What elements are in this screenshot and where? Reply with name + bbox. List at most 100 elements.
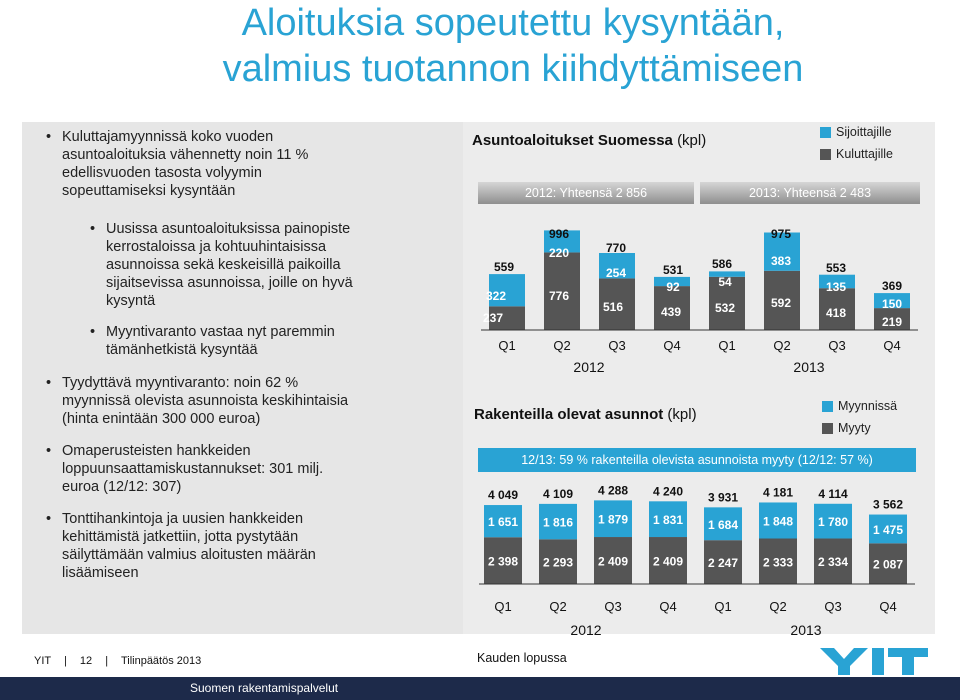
bar-kuluttajille (874, 308, 910, 330)
label-sijoittajille: 254 (606, 266, 626, 280)
tick-label: Q2 (773, 338, 790, 353)
label-kuluttajille: 776 (549, 289, 569, 303)
label-sijoittajille: 54 (718, 275, 732, 289)
bar-sijoittajille (654, 276, 690, 287)
chart1-title-main: Asuntoaloitukset Suomessa (472, 132, 673, 149)
legend-swatch-sijoittajille (820, 127, 831, 138)
year-label-2012: 2012 (573, 359, 604, 375)
legend-label-sijoittajille: Sijoittajille (836, 125, 892, 139)
label-total: 4 114 (818, 487, 848, 501)
legend-label-myynnissa: Myynnissä (838, 399, 898, 413)
bar-sijoittajille (544, 230, 580, 253)
bullet-line: (hinta enintään 300 000 euroa) (62, 411, 261, 427)
bar-myynnissa (484, 505, 522, 538)
bullet-line: asunnoissa sekä keskeisillä paikoilla (106, 257, 341, 273)
page-title: Aloituksia sopeutettu kysyntään, valmius… (98, 0, 928, 92)
label-kuluttajille: 219 (882, 315, 902, 329)
tick-label: Q2 (553, 338, 570, 353)
bullet-line: Tyydyttävä myyntivaranto: noin 62 % (62, 375, 299, 391)
bar-myyty (484, 537, 522, 584)
footer-doc-title: Tilinpäätös 2013 (120, 655, 202, 667)
label-myynnissa: 1 816 (543, 516, 573, 530)
bullet-item: • Kuluttajamyynnissä koko vuoden asuntoalo… (46, 128, 452, 200)
bar-myyty (594, 537, 632, 584)
total-2013: 2013: Yhteensä 2 483 (700, 182, 920, 204)
bullet-line: Tonttihankintoja ja uusien hankkeiden (62, 511, 304, 527)
label-myyty: 2 409 (598, 555, 628, 569)
chart2-title: Rakenteilla olevat asunnot (kpl) (474, 406, 697, 423)
bullet-line: loppuunsaattamiskustannukset: 301 milj. (62, 461, 324, 477)
bar-kuluttajille (599, 278, 635, 330)
label-sijoittajille: 150 (882, 297, 902, 311)
bullet-line: kerrostaloissa ja kohtuuhintaisissa (106, 239, 327, 255)
tick-label: Q3 (828, 338, 845, 353)
label-total: 770 (606, 241, 626, 255)
bar-myyty (704, 540, 742, 584)
bar-kuluttajille (654, 286, 690, 330)
bar-myyty (649, 537, 687, 584)
label-kuluttajille: 532 (715, 301, 735, 315)
label-total: 4 109 (543, 487, 573, 501)
tick-label: Q3 (608, 338, 625, 353)
chart2-title-unit: (kpl) (667, 406, 697, 423)
label-sijoittajille: 383 (771, 254, 791, 268)
label-total: 4 240 (653, 484, 683, 498)
chart1-title-unit: (kpl) (677, 132, 707, 149)
label-total: 586 (712, 257, 732, 271)
label-sijoittajille: 135 (826, 280, 846, 294)
label-myyty: 2 334 (818, 555, 848, 569)
bullet-line: sijaitsevissa asunnoissa, joille on hyvä (106, 275, 353, 291)
bullet-line: Myyntivaranto vastaa nyt paremmin (106, 324, 335, 340)
bar-sijoittajille (489, 274, 525, 307)
bullet-line: euroa (12/12: 307) (62, 479, 182, 495)
footer-page-number: 12 (79, 655, 93, 667)
chart2-note: Kauden lopussa (477, 651, 567, 665)
bar-kuluttajille (819, 288, 855, 330)
bullet-dot: • (46, 129, 52, 145)
bullet-item: • Myyntivaranto vastaa nyt paremmin tämänh… (90, 323, 456, 359)
tick-label: Q4 (879, 599, 896, 614)
tick-label: Q4 (663, 338, 680, 353)
bar-myynnissa (869, 514, 907, 544)
bullet-line: Omaperusteisten hankkeiden (62, 443, 251, 459)
footer: YIT | 12 | Tilinpäätös 2013 (34, 655, 201, 667)
footer-brand: YIT (34, 655, 51, 667)
chart2-title-main: Rakenteilla olevat asunnot (474, 406, 664, 423)
legend-swatch-myynnissa (822, 401, 833, 412)
page-title-line2: valmius tuotannon kiihdyttämiseen (222, 48, 804, 90)
bullet-dot: • (90, 221, 96, 237)
label-myynnissa: 1 780 (818, 515, 848, 529)
label-total: 559 (494, 260, 514, 274)
label-sijoittajille: 220 (549, 246, 569, 260)
bar-myynnissa (594, 500, 632, 538)
bar-sijoittajille (599, 253, 635, 279)
bullet-dot: • (46, 375, 52, 391)
label-myyty: 2 087 (873, 558, 903, 572)
legend-swatch-kuluttajille (820, 149, 831, 160)
label-myynnissa: 1 475 (873, 523, 903, 537)
page-title-line1: Aloituksia sopeutettu kysyntään, (241, 2, 785, 44)
label-total: 4 288 (598, 483, 628, 497)
tick-label: Q3 (604, 599, 621, 614)
bullet-panel (22, 122, 463, 634)
label-myynnissa: 1 684 (708, 518, 738, 532)
bar-kuluttajille (709, 276, 745, 330)
total-2012: 2012: Yhteensä 2 856 (478, 182, 694, 204)
bar-kuluttajille (544, 252, 580, 330)
label-total: 3 931 (708, 490, 738, 504)
label-myyty: 2 333 (763, 555, 793, 569)
label-total: 369 (882, 279, 902, 293)
bar-kuluttajille (764, 270, 800, 330)
bullet-line: kysyntä (106, 293, 156, 309)
tick-label: Q1 (714, 599, 731, 614)
year-label-2013: 2013 (793, 359, 824, 375)
footer-sep-2: | (105, 655, 109, 667)
label-total: 531 (663, 263, 683, 277)
bullet-line: Kuluttajamyynnissä koko vuoden (62, 129, 274, 145)
bottom-section-label: Suomen rakentamispalvelut (190, 681, 339, 695)
label-total: 975 (771, 227, 791, 241)
legend-swatch-myyty (822, 423, 833, 434)
bullet-dot: • (46, 443, 52, 459)
label-myynnissa: 1 879 (598, 513, 628, 527)
bar-myyty (869, 543, 907, 584)
